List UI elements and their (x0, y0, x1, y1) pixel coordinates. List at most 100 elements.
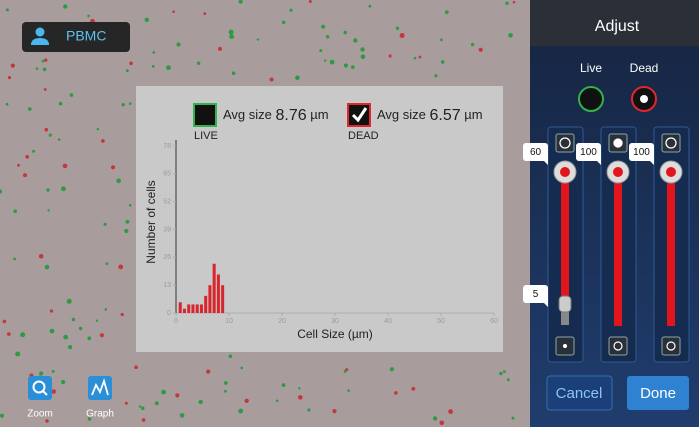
cell-dot (120, 312, 124, 317)
value-bubble (650, 157, 654, 165)
graph-icon (91, 378, 109, 396)
bar (187, 304, 191, 313)
adjust-title: Adjust (595, 18, 640, 35)
cell-dot (144, 17, 149, 22)
slider-value: 5 (533, 289, 539, 300)
cell-dot (110, 165, 116, 170)
avg-size-part: Avg size (377, 107, 426, 122)
cell-dot (343, 30, 348, 35)
graph-button[interactable] (88, 376, 112, 400)
cell-dot (411, 386, 416, 391)
avg-size: Avg size 8.76 µm (223, 107, 329, 124)
cell-dot (218, 46, 222, 51)
avg-size-part: 8.76 (276, 107, 307, 124)
cell-dot (281, 20, 286, 25)
x-tick-label: 60 (490, 318, 498, 325)
x-tick-label: 50 (437, 318, 445, 325)
cell-dot (231, 71, 236, 75)
cell-dot (172, 10, 175, 13)
user-icon (31, 38, 49, 45)
cell-dot (41, 59, 45, 63)
x-tick-label: 10 (225, 318, 233, 325)
cell-dot (166, 65, 171, 71)
cell-dot (350, 65, 355, 69)
x-tick-label: 0 (174, 318, 178, 325)
cell-dot (20, 332, 26, 338)
cell-dot (413, 56, 417, 60)
bar (199, 304, 203, 313)
cell-dot (0, 189, 3, 194)
cell-dot (499, 371, 503, 376)
slider-icon (608, 336, 628, 356)
cell-dot (128, 102, 132, 105)
done-button[interactable] (627, 376, 689, 410)
cell-dot (478, 47, 483, 52)
bar (178, 302, 182, 313)
cell-dot (99, 333, 104, 338)
tool-label: Zoom (27, 409, 53, 420)
cell-dot (434, 74, 438, 78)
value-bubble (597, 157, 601, 165)
cell-dot (25, 155, 30, 159)
cell-dot (238, 408, 244, 414)
sliders: 5 60 100 100 (523, 126, 690, 363)
slider-track (614, 172, 622, 326)
cell-dot (470, 42, 475, 47)
cell-dot (238, 0, 243, 4)
bar (191, 304, 195, 313)
icon-glyph (562, 343, 568, 349)
cell-dots (0, 0, 516, 426)
cancel-button[interactable] (546, 375, 613, 411)
cell-dot (394, 391, 398, 395)
cell-dot (395, 26, 400, 30)
cell-dot (63, 4, 68, 9)
cell-dot (87, 417, 92, 421)
cell-dot (5, 102, 9, 106)
knob-center (613, 167, 623, 177)
cell-dot (319, 49, 323, 53)
cell-dot (295, 75, 300, 81)
cell-dot (121, 103, 125, 107)
cell-dot (448, 409, 453, 414)
cell-dot (228, 29, 234, 35)
cell-dot (399, 33, 405, 38)
cell-dot (51, 369, 55, 373)
cell-dot (38, 253, 44, 259)
y-tick-label: 26 (163, 254, 171, 261)
value-bubble (576, 143, 601, 161)
live-channel-button[interactable] (578, 86, 604, 112)
cell-dot (298, 395, 303, 400)
cell-dot (389, 367, 394, 372)
legend-checkbox[interactable] (193, 103, 217, 127)
cell-dot (62, 163, 68, 169)
x-tick-label: 20 (278, 318, 286, 325)
cell-dot (10, 63, 15, 68)
bar (208, 285, 212, 313)
cell-dot (175, 393, 180, 398)
cell-dot (203, 12, 207, 16)
slider-track (561, 172, 569, 303)
cell-dot (503, 370, 506, 373)
cell-dot (63, 334, 69, 340)
cell-dot (321, 24, 326, 29)
x-tick-label: 40 (384, 318, 392, 325)
cell-dot (444, 10, 449, 15)
cell-dot (101, 139, 105, 143)
user-icon (35, 27, 45, 37)
cell-dot (118, 264, 124, 270)
x-tick-label: 30 (331, 318, 339, 325)
cell-dot (138, 405, 142, 408)
cell-dot (49, 328, 55, 334)
cell-dot (324, 59, 327, 62)
sample-button[interactable] (22, 22, 130, 52)
cell-dot (47, 209, 50, 212)
cell-dot (35, 67, 39, 70)
zoom-button[interactable] (28, 376, 52, 400)
legend-checkbox[interactable] (347, 103, 371, 127)
low-knob[interactable] (558, 295, 572, 313)
slider-value: 60 (530, 147, 542, 158)
cell-dot (196, 61, 201, 65)
cell-dot (152, 51, 156, 54)
y-axis-label: Number of cells (144, 180, 158, 263)
cell-dot (78, 326, 83, 331)
